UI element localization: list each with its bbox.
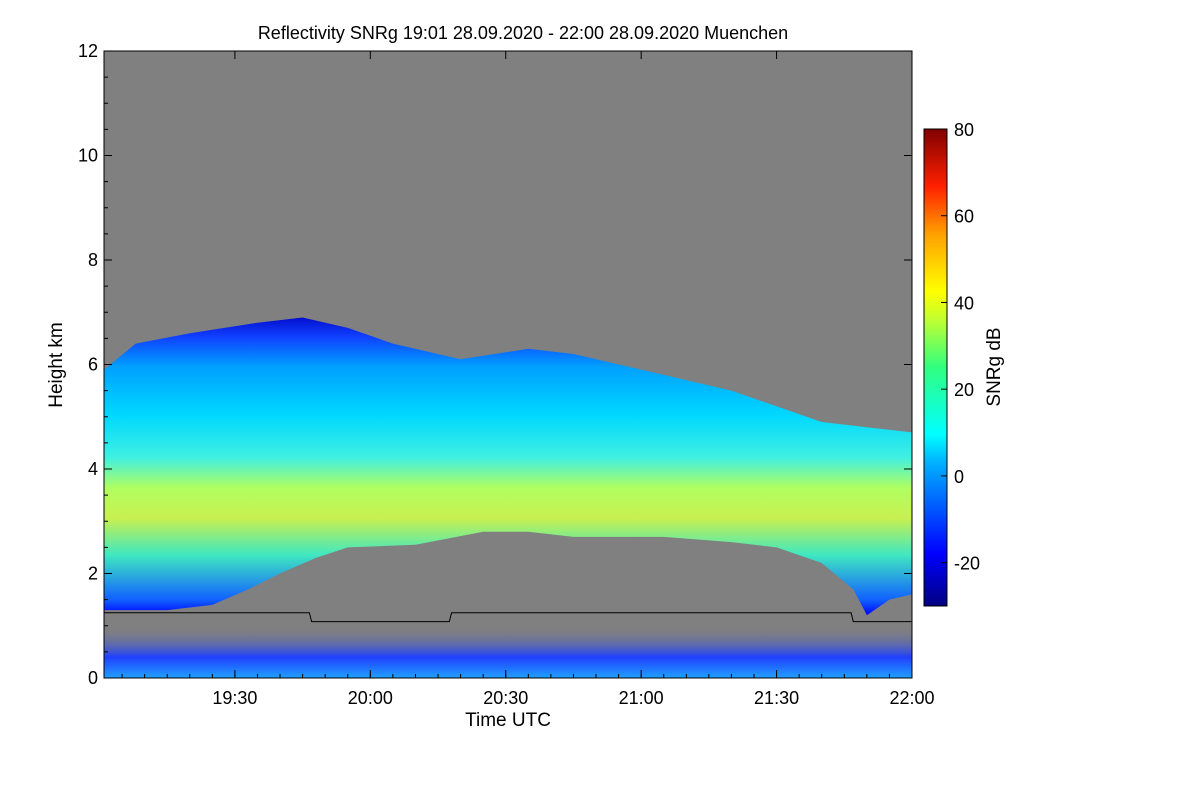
- colorbar-tick-label: -20: [954, 554, 980, 574]
- x-tick-label: 22:00: [889, 688, 934, 708]
- near-ground-noise: [104, 625, 912, 678]
- x-tick-label: 20:00: [348, 688, 393, 708]
- y-axis: 0 2 4 6 8 10 12: [78, 41, 912, 688]
- x-axis-label: Time UTC: [465, 710, 551, 731]
- x-tick-label: 19:30: [212, 688, 257, 708]
- colorbar-tick-label: 20: [954, 380, 974, 400]
- colorbar-tick-label: 80: [954, 120, 974, 140]
- plot-area: [104, 51, 912, 678]
- y-tick-label: 4: [88, 459, 98, 479]
- cloud-region: [104, 317, 912, 616]
- y-tick-label: 0: [88, 668, 98, 688]
- x-tick-label: 20:30: [483, 688, 528, 708]
- colorbar-label: SNRg dB: [984, 327, 1005, 406]
- y-tick-label: 8: [88, 250, 98, 270]
- y-axis-label: Height km: [46, 322, 67, 408]
- y-tick-label: 10: [78, 146, 98, 166]
- y-tick-label: 12: [78, 41, 98, 61]
- y-tick-label: 2: [88, 564, 98, 584]
- colorbar: [923, 128, 948, 607]
- x-tick-label: 21:30: [754, 688, 799, 708]
- colorbar-axis: -20 0 20 40 60 80: [941, 120, 980, 574]
- x-tick-label: 21:00: [619, 688, 664, 708]
- x-axis: 19:30 20:00 20:30 21:00 21:30 22:00: [121, 51, 935, 708]
- boundary-layer-line: [104, 612, 912, 623]
- chart-title: Reflectivity SNRg 19:01 28.09.2020 - 22:…: [258, 23, 788, 43]
- colorbar-tick-label: 0: [954, 467, 964, 487]
- colorbar-tick-label: 40: [954, 293, 974, 313]
- colorbar-tick-label: 60: [954, 207, 974, 227]
- y-tick-label: 6: [88, 355, 98, 375]
